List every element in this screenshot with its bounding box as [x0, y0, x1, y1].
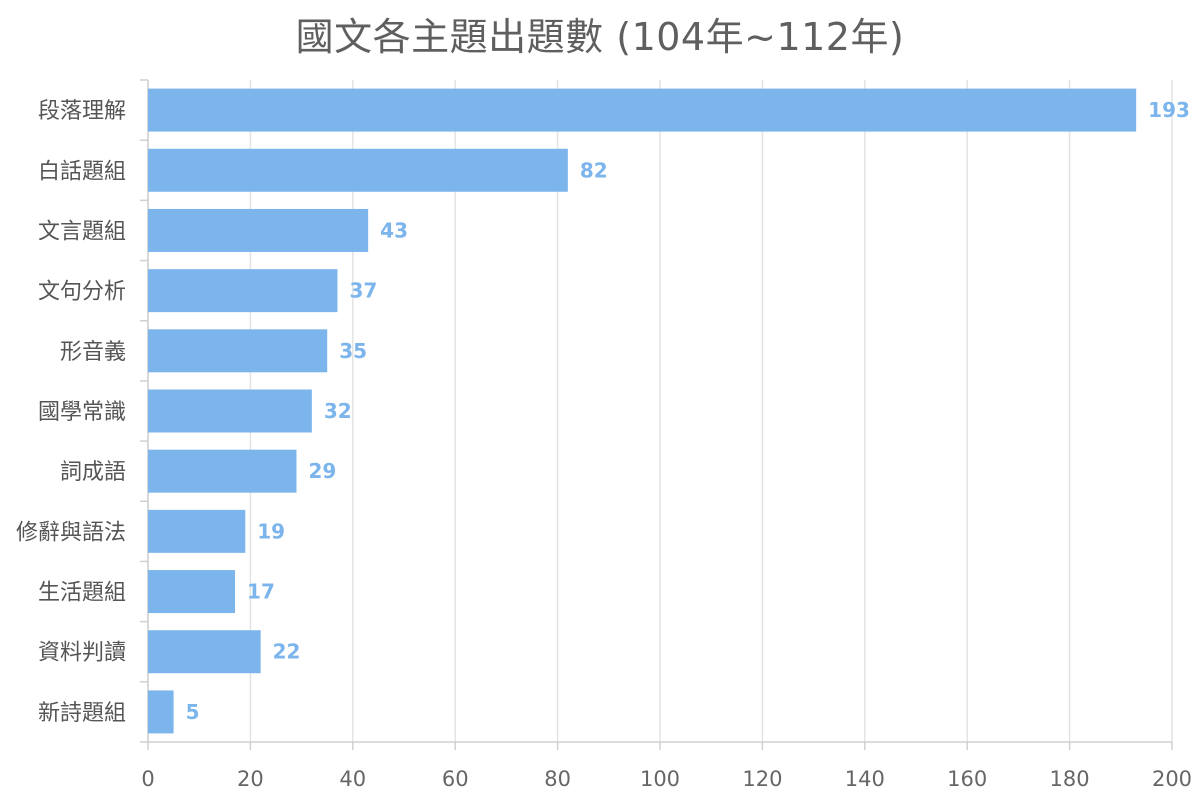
- bar: [148, 208, 369, 252]
- category-label: 白話題組: [38, 159, 126, 184]
- bar: [148, 148, 568, 192]
- bar: [148, 88, 1137, 132]
- bar: [148, 269, 338, 313]
- bar: [148, 389, 312, 433]
- category-label: 生活題組: [38, 581, 126, 606]
- bar: [148, 690, 174, 734]
- x-tick-label: 60: [442, 767, 469, 791]
- x-tick-label: 20: [237, 767, 264, 791]
- bar: [148, 329, 328, 373]
- category-label: 文言題組: [38, 219, 126, 244]
- chart-title: 國文各主題出題數 (104年~112年): [295, 15, 905, 59]
- data-label: 29: [308, 459, 336, 483]
- category-label: 形音義: [60, 340, 126, 365]
- x-tick-label: 80: [544, 767, 571, 791]
- data-label: 35: [339, 339, 367, 363]
- data-label: 82: [580, 158, 608, 182]
- data-label: 19: [257, 519, 285, 543]
- x-tick-label: 40: [339, 767, 366, 791]
- bar: [148, 630, 261, 674]
- x-tick-label: 120: [742, 767, 782, 791]
- category-label: 國學常識: [38, 400, 126, 425]
- data-label: 22: [273, 640, 301, 664]
- category-label: 新詩題組: [38, 701, 126, 726]
- bar: [148, 570, 236, 614]
- x-tick-label: 0: [141, 767, 154, 791]
- x-tick-label: 180: [1050, 767, 1090, 791]
- category-label: 段落理解: [38, 99, 126, 124]
- x-tick-label: 140: [845, 767, 885, 791]
- data-label: 17: [247, 580, 275, 604]
- data-label: 32: [324, 399, 352, 423]
- data-label: 193: [1148, 98, 1190, 122]
- data-label: 5: [186, 700, 200, 724]
- bar: [148, 449, 297, 493]
- data-label: 37: [349, 279, 377, 303]
- x-tick-label: 200: [1152, 767, 1192, 791]
- data-label: 43: [380, 218, 408, 242]
- category-label: 文句分析: [38, 280, 126, 305]
- bar: [148, 509, 246, 553]
- category-label: 資料判讀: [38, 641, 126, 666]
- x-tick-label: 100: [640, 767, 680, 791]
- x-tick-label: 160: [947, 767, 987, 791]
- category-label: 詞成語: [60, 460, 126, 485]
- category-label: 修辭與語法: [16, 520, 126, 545]
